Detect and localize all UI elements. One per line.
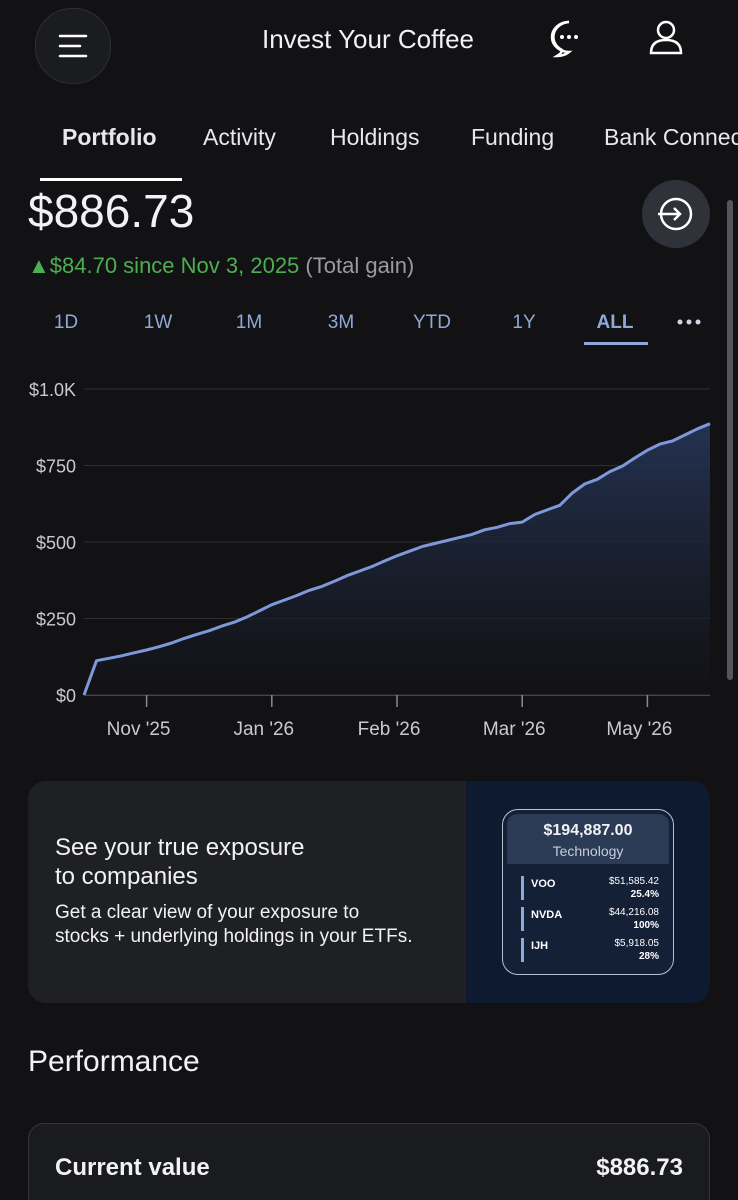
mini-total: $194,887.00 bbox=[543, 822, 633, 839]
x-tick-label: Jan '26 bbox=[233, 719, 294, 740]
y-tick-label: $500 bbox=[36, 533, 76, 553]
percent: 28% bbox=[638, 951, 659, 962]
ticker: VOO bbox=[531, 878, 556, 890]
menu-button[interactable] bbox=[35, 8, 111, 84]
mini-card: $194,887.00 Technology VOO $51,585.42 25.4… bbox=[502, 809, 674, 975]
section-title: Performance bbox=[28, 1045, 200, 1078]
profile-icon[interactable] bbox=[646, 18, 686, 58]
tab[interactable]: Bank Connections bbox=[604, 124, 738, 150]
x-tick-label: Feb '26 bbox=[358, 719, 421, 740]
range-button[interactable]: 1M bbox=[235, 312, 263, 333]
range-button[interactable]: 1D bbox=[53, 312, 79, 333]
range-button[interactable]: 1Y bbox=[512, 312, 536, 333]
promo-body: Get a clear view of your exposure to sto… bbox=[55, 902, 413, 947]
tab-underline bbox=[40, 178, 182, 181]
x-tick-label: Nov '25 bbox=[107, 719, 171, 740]
promo-title: See your true exposure to companies bbox=[55, 834, 305, 890]
chart: $0 $250 $500 $750 $1.0K Nov '25 Jan '26 Feb '26… bbox=[29, 380, 711, 740]
gain-note: (Total gain) bbox=[305, 253, 415, 278]
performance-card: Current value $886.73 bbox=[28, 1123, 710, 1200]
y-tick-label: $750 bbox=[36, 457, 76, 477]
y-tick-label: $0 bbox=[56, 686, 76, 706]
tab[interactable]: Funding bbox=[471, 124, 555, 150]
tab[interactable]: Portfolio bbox=[62, 124, 157, 150]
scrollbar bbox=[727, 200, 733, 680]
promo-card[interactable]: See your true exposure to companies Get … bbox=[28, 781, 710, 1003]
amount: $51,585.42 bbox=[608, 876, 659, 887]
amount: $44,216.08 bbox=[608, 907, 659, 918]
gain: ▲$84.70 since Nov 3, 2025 bbox=[28, 253, 300, 278]
range-button[interactable]: 3M bbox=[327, 312, 355, 333]
x-tick-label: Mar '26 bbox=[483, 719, 546, 740]
switch-button[interactable] bbox=[642, 180, 710, 248]
amount: $5,918.05 bbox=[614, 938, 660, 949]
ticker: NVDA bbox=[531, 909, 563, 921]
x-tick-label: May '26 bbox=[606, 719, 672, 740]
switch-icon bbox=[658, 197, 693, 231]
y-tick-label: $1.0K bbox=[29, 380, 76, 400]
row-bar bbox=[521, 876, 524, 900]
promo-illustration: $194,887.00 Technology VOO $51,585.42 25.4… bbox=[466, 781, 710, 1003]
area-fill bbox=[84, 423, 710, 695]
chat-icon[interactable] bbox=[548, 18, 592, 58]
line bbox=[82, 422, 711, 696]
range-button[interactable]: YTD bbox=[413, 312, 451, 333]
menu-icon bbox=[58, 34, 88, 58]
app-title: Invest Your Coffee bbox=[261, 24, 474, 54]
row-bar bbox=[521, 907, 524, 931]
balance: $886.73 bbox=[28, 185, 195, 237]
percent: 100% bbox=[633, 920, 659, 931]
percent: 25.4% bbox=[630, 889, 659, 900]
ticker: IJH bbox=[531, 940, 549, 952]
range-underline bbox=[584, 342, 648, 345]
more-icon[interactable] bbox=[674, 312, 706, 332]
mini-sector: Technology bbox=[552, 843, 624, 859]
tab[interactable]: Activity bbox=[203, 124, 276, 150]
y-tick-label: $250 bbox=[36, 610, 76, 630]
metric-value: $886.73 bbox=[596, 1154, 683, 1181]
tab[interactable]: Holdings bbox=[330, 124, 420, 150]
row-bar bbox=[521, 938, 524, 962]
range-button[interactable]: 1W bbox=[143, 312, 173, 333]
range-button[interactable]: ALL bbox=[596, 312, 634, 333]
metric-label: Current value bbox=[55, 1154, 210, 1181]
